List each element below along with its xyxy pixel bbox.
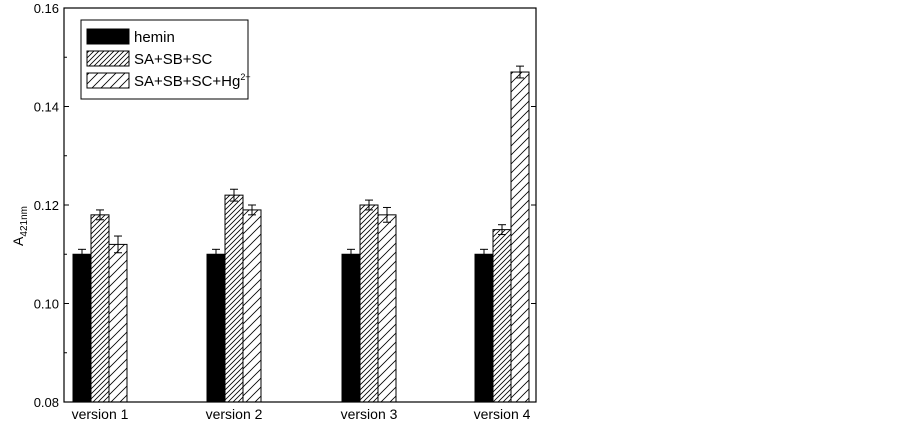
legend-swatch-1 (86, 28, 130, 45)
legend-label-1: hemin (134, 29, 175, 46)
error-bar-4-2 (498, 224, 506, 236)
bar-1-2 (90, 214, 110, 403)
x-tick-label-4: version 4 (474, 406, 531, 421)
x-tick-label-2: version 2 (206, 406, 263, 421)
bar-4-1 (474, 253, 494, 403)
y-tick-label-2: 0.10 (34, 297, 59, 312)
bar-4-3 (510, 71, 530, 403)
bar-1-1 (72, 253, 92, 403)
legend: hemin SA+SB+SC SA+SB+SC+Hg2+ (80, 19, 251, 100)
y-axis-label-main: A (10, 236, 26, 246)
error-bar-2-3 (248, 204, 256, 216)
error-bar-3-2 (365, 199, 373, 211)
bar-1-3 (108, 243, 128, 403)
bar-3-3 (377, 214, 397, 403)
bar-3-1 (341, 253, 361, 403)
error-bar-1-2 (96, 209, 104, 221)
y-tick-label-4: 0.14 (34, 100, 59, 115)
legend-label-3: SA+SB+SC+Hg2+ (134, 72, 251, 90)
error-bar-3-1 (347, 248, 355, 260)
error-bar-2-2 (230, 188, 238, 202)
y-tick-label-5: 0.16 (34, 1, 59, 16)
bar-3-2 (359, 204, 379, 403)
error-bar-3-3 (383, 206, 391, 223)
x-tick-label-1: version 1 (72, 406, 129, 421)
bar-2-3 (242, 209, 262, 403)
error-bar-4-3 (516, 65, 524, 79)
error-bar-2-1 (212, 248, 220, 260)
y-tick-label-1: 0.08 (34, 395, 59, 410)
legend-swatch-2 (86, 50, 130, 67)
error-bar-1-3 (114, 235, 122, 254)
legend-label-2: SA+SB+SC (134, 51, 213, 68)
bar-2-2 (224, 194, 244, 403)
x-tick-label-3: version 3 (341, 406, 398, 421)
bar-2-1 (206, 253, 226, 403)
y-axis-label: A421nm (10, 206, 30, 246)
error-bar-1-1 (78, 248, 86, 260)
error-bar-4-1 (480, 248, 488, 260)
legend-swatch-3 (86, 72, 130, 89)
y-tick-label-3: 0.12 (34, 198, 59, 213)
y-axis-label-subscript: 421nm (19, 206, 30, 237)
bar-4-2 (492, 229, 512, 403)
